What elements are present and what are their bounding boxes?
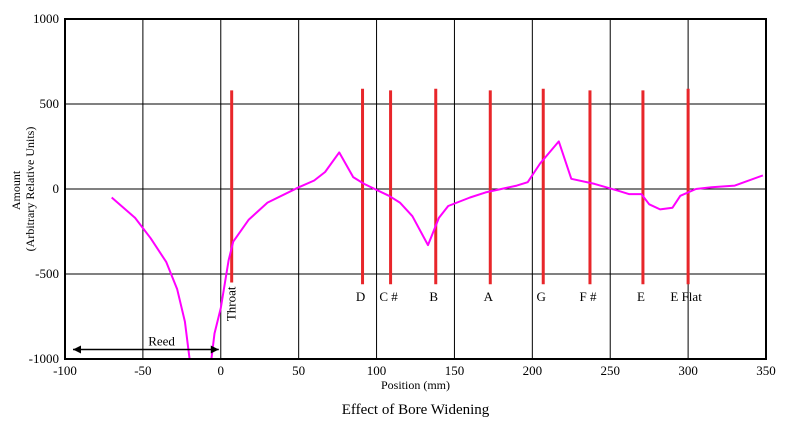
x-tick-label: 300 bbox=[678, 363, 698, 378]
plot-frame bbox=[64, 18, 767, 360]
y-tick-label: 1000 bbox=[33, 11, 59, 26]
series-lines bbox=[111, 140, 764, 360]
note-marker-label: Throat bbox=[224, 286, 239, 321]
note-marker-label: C # bbox=[379, 289, 398, 304]
note-marker-label: E Flat bbox=[670, 289, 702, 304]
x-tick-label: 250 bbox=[600, 363, 620, 378]
note-marker-label: B bbox=[429, 289, 438, 304]
y-axis-label-line-2: (Arbitrary Relative Units) bbox=[23, 127, 37, 252]
series-line bbox=[210, 140, 764, 360]
y-tick-label: -1000 bbox=[29, 351, 59, 366]
x-tick-label: 200 bbox=[523, 363, 543, 378]
chart-caption: Effect of Bore Widening bbox=[342, 402, 490, 418]
note-marker-label: A bbox=[484, 289, 494, 304]
x-tick-label: 50 bbox=[292, 363, 305, 378]
x-tick-label: 150 bbox=[445, 363, 465, 378]
y-tick-label: 0 bbox=[53, 181, 60, 196]
note-marker-label: E bbox=[637, 289, 645, 304]
series-line bbox=[111, 196, 191, 360]
note-marker-label: D bbox=[356, 289, 365, 304]
reed-label: Reed bbox=[148, 334, 175, 349]
x-tick-label: 100 bbox=[367, 363, 387, 378]
x-axis-label: Position (mm) bbox=[381, 378, 450, 392]
y-tick-label: -500 bbox=[35, 266, 59, 281]
reed-arrow-head-right bbox=[210, 345, 219, 354]
reed-annotation: Reed bbox=[73, 334, 219, 354]
x-tick-label: -100 bbox=[53, 363, 77, 378]
note-marker-label: G bbox=[537, 289, 546, 304]
x-tick-label: 350 bbox=[756, 363, 776, 378]
note-marker-label: F # bbox=[579, 289, 596, 304]
x-tick-labels: -100 -50 0 50 100 150 200 250 300 350 bbox=[53, 363, 776, 378]
x-tick-label: 0 bbox=[218, 363, 225, 378]
x-tick-label: -50 bbox=[134, 363, 151, 378]
y-axis-label: Amount (Arbitrary Relative Units) bbox=[9, 127, 37, 252]
y-tick-label: 500 bbox=[40, 96, 60, 111]
y-tick-labels: -1000 -500 0 500 1000 bbox=[29, 11, 59, 366]
y-axis-label-line-1: Amount bbox=[9, 170, 23, 210]
reed-arrow-head-left bbox=[73, 345, 81, 354]
note-markers: Throat D C # B A G F # E E Flat bbox=[224, 88, 702, 321]
